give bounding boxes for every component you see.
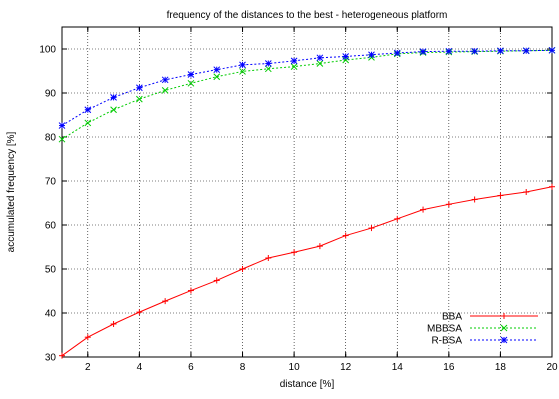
chart-title: frequency of the distances to the best -… bbox=[167, 10, 448, 21]
data-point-bba bbox=[136, 309, 143, 316]
legend-label-r-bsa: R-BSA bbox=[431, 336, 462, 347]
x-tick-label: 18 bbox=[495, 362, 507, 373]
data-point-bba bbox=[110, 321, 117, 327]
legend-label-bba: BBA bbox=[442, 312, 462, 323]
data-point-r-bsa bbox=[161, 76, 169, 84]
data-point-mbbsa bbox=[161, 87, 169, 94]
data-point-mbbsa bbox=[316, 60, 324, 67]
x-tick-label: 12 bbox=[340, 362, 352, 373]
data-point-bba bbox=[213, 277, 220, 284]
data-point-bba bbox=[265, 255, 272, 261]
data-point-r-bsa bbox=[368, 51, 375, 59]
data-point-bba bbox=[342, 232, 349, 239]
data-point-r-bsa bbox=[445, 47, 453, 55]
data-point-r-bsa bbox=[84, 106, 92, 114]
data-point-r-bsa bbox=[316, 54, 324, 62]
data-point-mbbsa bbox=[84, 119, 92, 127]
series-line-mbbsa bbox=[61, 49, 553, 140]
y-tick-label: 100 bbox=[39, 45, 56, 56]
y-tick-label: 60 bbox=[45, 221, 57, 232]
legend-marker-r-bsa bbox=[500, 336, 508, 344]
data-point-mbbsa bbox=[136, 95, 143, 103]
data-point-r-bsa bbox=[419, 48, 427, 55]
legend-marker-mbbsa bbox=[500, 324, 508, 332]
data-point-r-bsa bbox=[342, 53, 350, 60]
y-tick-label: 80 bbox=[45, 133, 57, 144]
series-mbbsa bbox=[58, 46, 556, 143]
data-point-bba bbox=[394, 215, 401, 222]
data-point-bba bbox=[497, 192, 504, 199]
data-point-mbbsa bbox=[58, 135, 66, 143]
data-point-r-bsa bbox=[239, 61, 246, 69]
data-point-bba bbox=[84, 334, 91, 341]
data-point-r-bsa bbox=[497, 47, 504, 55]
data-point-bba bbox=[420, 206, 427, 213]
data-point-r-bsa bbox=[471, 47, 478, 55]
x-tick-label: 2 bbox=[85, 362, 91, 373]
data-point-r-bsa bbox=[393, 49, 401, 57]
data-point-r-bsa bbox=[522, 47, 530, 55]
series-bba bbox=[59, 183, 555, 359]
data-point-bba bbox=[523, 189, 530, 195]
data-point-r-bsa bbox=[58, 122, 66, 129]
data-point-mbbsa bbox=[239, 68, 246, 75]
data-point-bba bbox=[549, 183, 555, 190]
data-point-mbbsa bbox=[290, 63, 298, 70]
x-tick-label: 10 bbox=[289, 362, 301, 373]
y-tick-label: 90 bbox=[45, 89, 57, 100]
data-point-r-bsa bbox=[136, 84, 143, 92]
x-tick-label: 20 bbox=[546, 362, 558, 373]
plot-frame bbox=[61, 26, 553, 358]
x-tick-label: 4 bbox=[137, 362, 143, 373]
data-point-r-bsa bbox=[187, 71, 195, 78]
data-point-mbbsa bbox=[187, 79, 195, 87]
data-point-r-bsa bbox=[290, 57, 298, 65]
data-point-bba bbox=[239, 266, 246, 272]
y-tick-label: 70 bbox=[45, 177, 57, 188]
x-tick-label: 14 bbox=[392, 362, 404, 373]
data-point-r-bsa bbox=[213, 66, 221, 74]
data-point-mbbsa bbox=[264, 65, 272, 73]
axis-ticks: 30 40 50 60 70 80 90 100 2 4 6 8 10 12 14 16 18 20 bbox=[39, 27, 558, 373]
data-point-bba bbox=[445, 201, 452, 208]
data-point-mbbsa bbox=[213, 73, 221, 81]
y-tick-label: 30 bbox=[45, 353, 57, 364]
x-tick-label: 6 bbox=[188, 362, 194, 373]
series-line-r-bsa bbox=[61, 49, 553, 126]
data-point-bba bbox=[187, 287, 194, 294]
y-tick-label: 40 bbox=[45, 309, 57, 320]
x-axis-label: distance [%] bbox=[280, 379, 335, 390]
legend-label-mbbsa: MBBSA bbox=[427, 324, 462, 335]
x-tick-label: 16 bbox=[443, 362, 455, 373]
grid bbox=[62, 27, 552, 357]
y-tick-label: 50 bbox=[45, 265, 57, 276]
series-r-bsa bbox=[58, 46, 556, 129]
data-point-r-bsa bbox=[548, 46, 556, 54]
data-point-r-bsa bbox=[110, 94, 117, 101]
data-point-bba bbox=[368, 225, 375, 232]
data-point-mbbsa bbox=[110, 106, 117, 114]
legend-marker-bba bbox=[501, 313, 507, 319]
x-tick-label: 8 bbox=[240, 362, 246, 373]
data-point-bba bbox=[471, 196, 478, 203]
series-group bbox=[58, 46, 556, 359]
data-point-bba bbox=[59, 352, 65, 359]
series-line-bba bbox=[61, 186, 553, 357]
data-point-bba bbox=[291, 249, 298, 256]
data-point-r-bsa bbox=[264, 60, 272, 67]
y-axis-label: accumulated frequency [%] bbox=[6, 131, 17, 252]
data-point-bba bbox=[162, 298, 169, 305]
data-point-bba bbox=[316, 243, 323, 250]
